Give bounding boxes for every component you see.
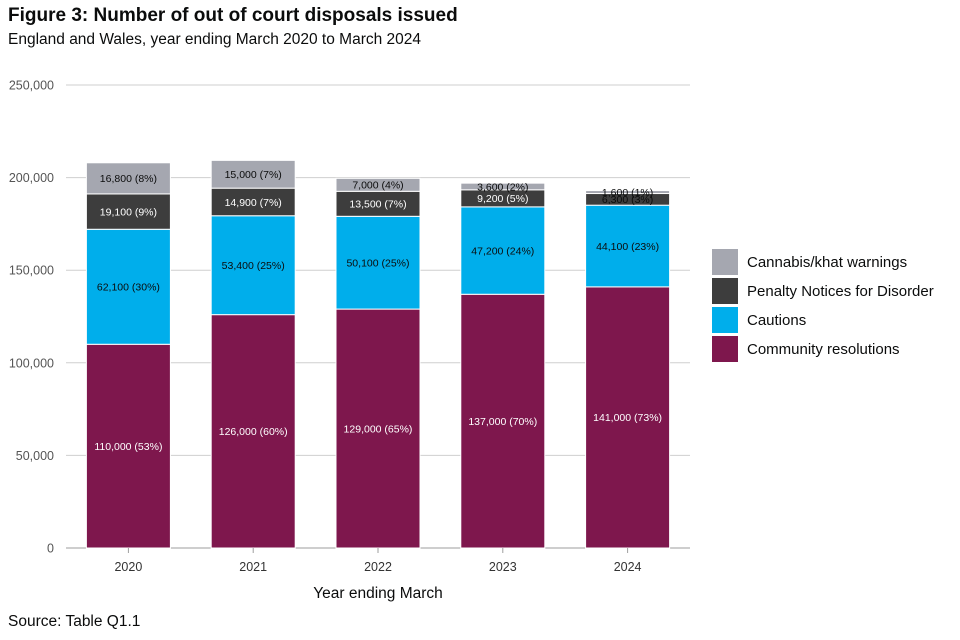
legend-label: Penalty Notices for Disorder — [747, 283, 934, 300]
data-label: 44,100 (23%) — [596, 241, 659, 253]
data-label: 47,200 (24%) — [471, 245, 534, 257]
bar-segment — [210, 314, 296, 549]
y-tick-label: 200,000 — [9, 171, 54, 185]
data-label: 15,000 (7%) — [225, 169, 282, 181]
y-tick-label: 150,000 — [9, 264, 54, 278]
legend-swatch — [712, 249, 738, 275]
bar-segment — [210, 159, 296, 189]
bar-segment — [85, 162, 171, 195]
legend-label: Cautions — [747, 312, 806, 329]
data-label: 126,000 (60%) — [219, 426, 288, 438]
legend-swatch — [712, 278, 738, 304]
bar-segment — [460, 182, 546, 191]
legend-swatch — [712, 307, 738, 333]
bar-segment — [335, 215, 421, 310]
x-tick-label: 2023 — [489, 560, 517, 574]
y-tick-label: 50,000 — [16, 449, 54, 463]
data-label: 62,100 (30%) — [97, 282, 160, 294]
legend-swatch — [712, 336, 738, 362]
data-label: 53,400 (25%) — [222, 260, 285, 272]
x-tick-label: 2020 — [114, 560, 142, 574]
source-note: Source: Table Q1.1 — [8, 613, 141, 630]
x-axis-title: Year ending March — [313, 585, 443, 602]
data-label: 13,500 (7%) — [349, 199, 406, 211]
data-label: 3,600 (2%) — [477, 181, 528, 193]
x-tick-label: 2021 — [239, 560, 267, 574]
data-label: 141,000 (73%) — [593, 412, 662, 424]
bar-segment — [585, 286, 671, 549]
y-tick-label: 100,000 — [9, 356, 54, 370]
y-tick-label: 250,000 — [9, 79, 54, 93]
data-label: 19,100 (9%) — [100, 206, 157, 218]
chart-title: Figure 3: Number of out of court disposa… — [8, 5, 458, 26]
bar-segment — [585, 204, 671, 288]
data-label: 16,800 (8%) — [100, 173, 157, 185]
data-label: 7,000 (4%) — [352, 180, 403, 192]
bar-segment — [210, 215, 296, 316]
data-label: 14,900 (7%) — [225, 197, 282, 209]
y-tick-label: 0 — [47, 542, 54, 556]
x-tick-label: 2022 — [364, 560, 392, 574]
data-label: 9,200 (5%) — [477, 193, 528, 205]
data-label: 129,000 (65%) — [344, 423, 413, 435]
data-label: 110,000 (53%) — [94, 441, 162, 453]
chart-subtitle: England and Wales, year ending March 202… — [8, 31, 422, 48]
legend-label: Cannabis/khat warnings — [747, 254, 907, 271]
data-label: 137,000 (70%) — [468, 416, 537, 428]
bar-segment — [460, 293, 546, 549]
bar-segment — [335, 308, 421, 549]
data-label: 1,600 (1%) — [602, 187, 653, 199]
data-label: 6,300 (3%) — [602, 194, 653, 206]
bar-segment — [210, 187, 296, 217]
bar-segment — [585, 190, 671, 195]
bar-segment — [335, 190, 421, 217]
data-label: 50,100 (25%) — [346, 257, 409, 269]
legend-label: Community resolutions — [747, 341, 900, 358]
bar-segment — [335, 177, 421, 192]
x-tick-label: 2024 — [614, 560, 642, 574]
